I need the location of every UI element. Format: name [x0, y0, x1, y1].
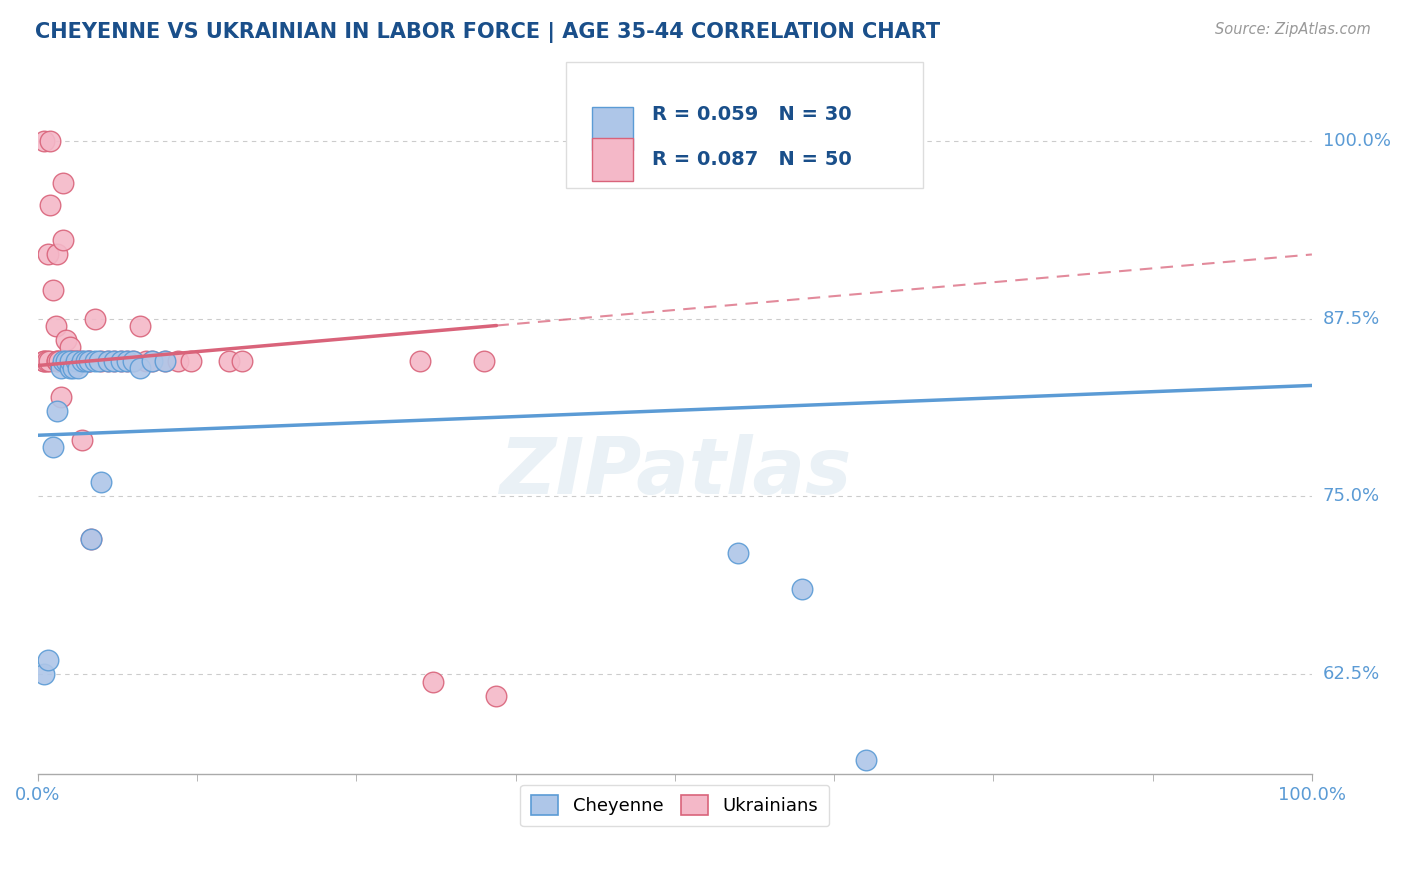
Point: [37, 653, 59, 667]
Point: [45, 247, 67, 261]
Point: [32, 134, 55, 148]
Point: [35, 354, 58, 368]
Point: [65, 354, 87, 368]
Point: [60, 354, 83, 368]
Point: [52, 176, 75, 190]
Point: [103, 354, 125, 368]
Point: [792, 582, 814, 596]
Point: [97, 354, 120, 368]
Point: [62, 354, 84, 368]
Point: [141, 354, 163, 368]
Point: [153, 354, 176, 368]
Point: [166, 354, 188, 368]
Point: [103, 354, 125, 368]
Text: 100.0%: 100.0%: [1323, 131, 1391, 150]
Point: [84, 311, 107, 326]
Point: [44, 318, 66, 333]
Point: [80, 532, 103, 546]
Point: [62, 361, 84, 376]
Point: [58, 354, 80, 368]
Point: [32, 667, 55, 681]
Point: [135, 354, 157, 368]
Point: [48, 354, 70, 368]
Point: [90, 354, 112, 368]
Point: [72, 433, 94, 447]
Point: [115, 354, 138, 368]
Point: [727, 546, 749, 560]
Point: [115, 354, 138, 368]
Point: [42, 283, 65, 297]
Point: [485, 689, 508, 703]
Point: [110, 354, 132, 368]
Point: [128, 318, 150, 333]
Point: [80, 532, 103, 546]
Point: [84, 354, 107, 368]
Point: [67, 361, 90, 376]
Point: [52, 233, 75, 247]
Point: [45, 354, 67, 368]
Point: [45, 354, 67, 368]
Point: [49, 390, 72, 404]
Point: [52, 354, 75, 368]
Point: [58, 361, 80, 376]
Point: [72, 354, 94, 368]
Point: [56, 354, 79, 368]
Bar: [592, 107, 633, 151]
Point: [65, 354, 87, 368]
Point: [77, 354, 100, 368]
Point: [45, 404, 67, 418]
Point: [122, 354, 145, 368]
Point: [55, 354, 77, 368]
Point: [49, 361, 72, 376]
Point: [855, 753, 877, 767]
Point: [90, 475, 112, 490]
Point: [39, 134, 62, 148]
Point: [110, 354, 132, 368]
Point: [141, 354, 163, 368]
Point: [39, 197, 62, 211]
Point: [58, 340, 80, 354]
Point: [472, 354, 495, 368]
Text: 62.5%: 62.5%: [1323, 665, 1381, 683]
Point: [128, 361, 150, 376]
Text: 75.0%: 75.0%: [1323, 488, 1381, 506]
Text: ZIPatlas: ZIPatlas: [499, 434, 851, 510]
Bar: [592, 138, 633, 181]
Point: [77, 354, 100, 368]
Text: R = 0.059   N = 30: R = 0.059 N = 30: [652, 105, 852, 124]
Point: [37, 247, 59, 261]
Point: [58, 354, 80, 368]
Point: [77, 354, 100, 368]
Point: [75, 354, 97, 368]
Point: [42, 440, 65, 454]
Point: [55, 333, 77, 347]
Point: [218, 354, 240, 368]
FancyBboxPatch shape: [567, 62, 924, 188]
Text: Source: ZipAtlas.com: Source: ZipAtlas.com: [1215, 22, 1371, 37]
Point: [231, 354, 253, 368]
Point: [97, 354, 120, 368]
Text: CHEYENNE VS UKRAINIAN IN LABOR FORCE | AGE 35-44 CORRELATION CHART: CHEYENNE VS UKRAINIAN IN LABOR FORCE | A…: [35, 22, 941, 44]
Point: [38, 354, 60, 368]
Point: [32, 354, 55, 368]
Point: [72, 354, 94, 368]
Point: [87, 354, 110, 368]
Text: R = 0.087   N = 50: R = 0.087 N = 50: [652, 150, 852, 169]
Point: [58, 354, 80, 368]
Point: [180, 354, 202, 368]
Point: [67, 354, 90, 368]
Point: [422, 674, 444, 689]
Point: [122, 354, 145, 368]
Point: [409, 354, 432, 368]
Point: [153, 354, 176, 368]
Text: 87.5%: 87.5%: [1323, 310, 1381, 327]
Legend: Cheyenne, Ukrainians: Cheyenne, Ukrainians: [520, 785, 830, 826]
Point: [32, 354, 55, 368]
